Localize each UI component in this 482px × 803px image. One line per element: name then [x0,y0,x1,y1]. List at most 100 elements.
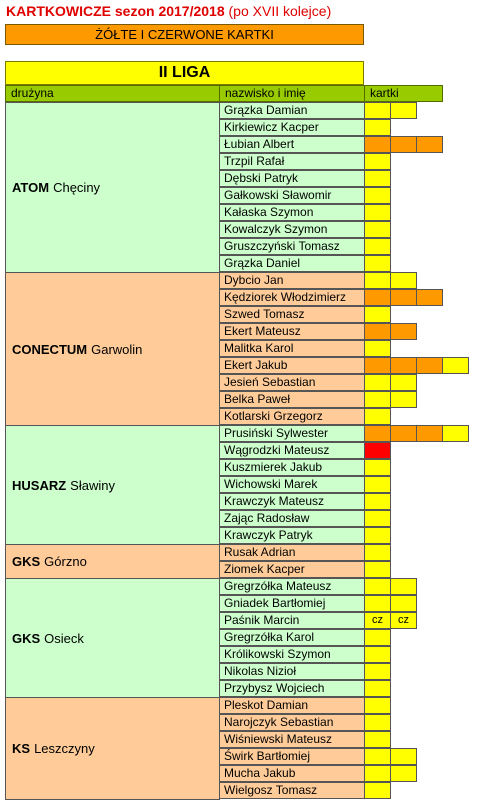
card-mark [364,561,391,578]
card-mark [364,255,391,272]
player-name: Zając Radosław [219,510,365,527]
player-name: Ziomek Kacper [219,561,365,578]
card-mark [364,680,391,697]
page-title: KARTKOWICZE sezon 2017/2018 (po XVII kol… [6,3,331,19]
card-mark [390,765,417,782]
column-header-cards: kartki [364,85,443,102]
team-name: CONECTUM [12,341,88,357]
player-name: Krawczyk Patryk [219,527,365,544]
card-mark [364,527,391,544]
team-name: KS [12,741,31,756]
card-mark [364,170,391,187]
card-mark [364,187,391,204]
player-name: Krawczyk Mateusz [219,493,365,510]
card-mark [364,272,391,289]
card-mark [364,374,391,391]
player-name: Wichowski Marek [219,476,365,493]
player-name: Królikowski Szymon [219,646,365,663]
card-mark [390,357,417,374]
card-mark [364,782,391,799]
player-name: Pleskot Damian [219,697,365,714]
card-mark [364,289,391,306]
team-cell: KS Leszczyny [5,697,220,800]
card-mark: cz [364,612,391,629]
player-name: Narojczyk Sebastian [219,714,365,731]
player-name: Mucha Jakub [219,765,365,782]
player-name: Łubian Albert [219,136,365,153]
card-mark [364,102,391,119]
card-mark [364,153,391,170]
player-name: Przybysz Wojciech [219,680,365,697]
card-mark [442,425,469,442]
player-name: Kotlarski Grzegorz [219,408,365,425]
player-name: Jesień Sebastian [219,374,365,391]
page-title-round: (po XVII kolejce) [228,3,332,19]
team-cell: HUSARZ Sławiny [5,425,220,545]
team-city: Garwolin [91,341,143,357]
player-name: Grązka Damian [219,102,365,119]
player-name: Kałaska Szymon [219,204,365,221]
card-mark [364,646,391,663]
card-mark [364,323,391,340]
player-name: Kędziorek Włodzimierz [219,289,365,306]
card-mark [364,442,391,459]
card-mark [364,731,391,748]
league-title: II LIGA [5,61,364,85]
team-cell: GKS Osieck [5,578,220,698]
card-mark [416,425,443,442]
player-name: Grązka Daniel [219,255,365,272]
card-mark: cz [390,612,417,629]
card-mark [364,765,391,782]
player-name: Paśnik Marcin [219,612,365,629]
player-name: Kuszmierek Jakub [219,459,365,476]
team-city: Osieck [44,630,84,646]
team-name: GKS [12,554,41,569]
card-mark [364,391,391,408]
player-name: Gruszczyński Tomasz [219,238,365,255]
player-name: Gregrzółka Karol [219,629,365,646]
player-name: Prusiński Sylwester [219,425,365,442]
player-name: Gałkowski Sławomir [219,187,365,204]
page-title-main: KARTKOWICZE sezon 2017/2018 [6,3,225,19]
card-mark [364,357,391,374]
card-mark [390,578,417,595]
card-mark [364,476,391,493]
player-name: Ekert Jakub [219,357,365,374]
player-name: Malitka Karol [219,340,365,357]
card-mark [364,748,391,765]
team-cell: CONECTUM Garwolin [5,272,220,426]
team-name: HUSARZ [12,477,67,493]
card-mark [364,136,391,153]
card-mark [364,544,391,561]
team-city: Chęciny [53,180,101,195]
card-mark [390,595,417,612]
card-mark [364,714,391,731]
card-mark [390,391,417,408]
player-name: Wielgosz Tomasz [219,782,365,799]
team-name: GKS [12,630,41,646]
player-name: Świrk Bartłomiej [219,748,365,765]
player-name: Kirkiewicz Kacper [219,119,365,136]
player-name: Kowalczyk Szymon [219,221,365,238]
card-mark [390,272,417,289]
team-cell: ATOM Chęciny [5,102,220,273]
card-mark [390,136,417,153]
card-mark [416,357,443,374]
player-name: Ekert Mateusz [219,323,365,340]
column-header-player: nazwisko i imię [219,85,365,102]
player-name: Rusak Adrian [219,544,365,561]
player-name: Wiśniewski Mateusz [219,731,365,748]
card-mark [390,323,417,340]
card-mark [390,289,417,306]
player-name: Gniadek Bartłomiej [219,595,365,612]
card-mark [364,595,391,612]
card-mark [364,510,391,527]
player-name: Szwed Tomasz [219,306,365,323]
team-city: Sławiny [70,477,115,493]
player-name: Trzpil Rafał [219,153,365,170]
card-mark [390,425,417,442]
player-name: Wągrodzki Mateusz [219,442,365,459]
card-mark [390,374,417,391]
team-city: Górzno [44,554,87,569]
card-mark [364,221,391,238]
